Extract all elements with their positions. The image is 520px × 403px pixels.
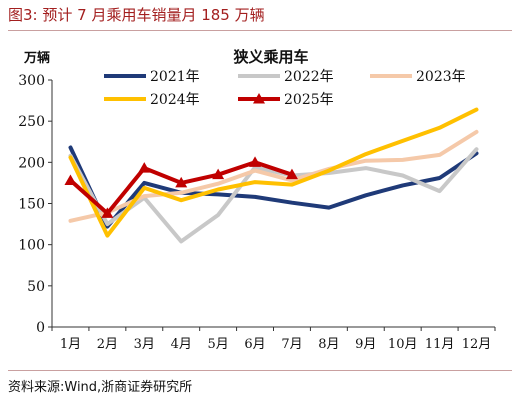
x-tick-label: 6月 <box>244 337 265 352</box>
y-tick-label: 0 <box>36 320 45 336</box>
x-tick-label: 1月 <box>60 337 81 352</box>
source-note: 资料来源:Wind,浙商证券研究所 <box>8 380 193 395</box>
series-marker-triangle <box>249 156 262 167</box>
x-tick-label: 12月 <box>462 337 492 352</box>
legend-label: 2024年 <box>150 92 200 108</box>
series-marker-triangle <box>285 168 298 180</box>
x-tick-label: 4月 <box>171 337 192 352</box>
line-chart: 万辆 狭义乘用车 0 50 100 150 200 250 300 1月 2月 3月 4月 5月 6月 7… <box>18 48 496 352</box>
series-line <box>68 147 479 244</box>
series-2024年 <box>68 107 479 238</box>
x-tick-label: 10月 <box>388 337 418 352</box>
x-tick-label: 5月 <box>207 337 228 352</box>
legend-label: 2021年 <box>150 69 200 85</box>
x-tick-label: 7月 <box>281 337 302 352</box>
y-tick-label: 250 <box>18 114 45 130</box>
series-2022年 <box>68 147 479 244</box>
y-tick-label: 150 <box>18 197 45 213</box>
x-tick-label: 8月 <box>318 337 339 352</box>
title-divider <box>8 30 512 31</box>
y-tick-label: 100 <box>18 238 45 254</box>
legend-label: 2025年 <box>284 92 334 108</box>
y-tick-label: 200 <box>18 155 45 171</box>
x-tick-label: 2月 <box>97 337 118 352</box>
series-marker-triangle <box>175 176 188 188</box>
chart-title: 狭义乘用车 <box>232 48 308 66</box>
legend-item: 2025年 <box>238 92 334 108</box>
y-tick-label: 50 <box>27 279 45 295</box>
series-line <box>68 145 479 229</box>
legend-label: 2022年 <box>284 69 334 85</box>
series-marker-triangle <box>64 174 77 185</box>
series-marker-triangle <box>138 162 151 173</box>
series-layer <box>64 107 479 244</box>
legend-item: 2023年 <box>370 69 466 85</box>
legend-item: 2024年 <box>104 92 200 108</box>
series-line <box>68 107 479 238</box>
series-marker-triangle <box>101 207 114 218</box>
axes: 0 50 100 150 200 250 300 1月 2月 3月 4月 5月 6月 7月 8月 9月 10月 1… <box>18 73 496 352</box>
series-marker-triangle <box>212 168 225 180</box>
x-tick-label: 11月 <box>425 337 455 352</box>
series-2021年 <box>68 145 479 229</box>
legend-item: 2022年 <box>238 69 334 85</box>
source-divider <box>8 370 512 371</box>
series-marker-triangle <box>253 93 265 104</box>
y-unit-label: 万辆 <box>23 50 50 66</box>
x-tick-label: 3月 <box>134 337 155 352</box>
legend-item: 2021年 <box>104 69 200 85</box>
x-tick-label: 9月 <box>355 337 376 352</box>
series-2025年 <box>64 156 298 218</box>
y-tick-label: 300 <box>18 73 45 89</box>
legend-label: 2023年 <box>416 69 466 85</box>
legend: 2021年 2022年 2023年 2024年 2025年 <box>104 69 466 108</box>
figure-title: 图3: 预计 7 月乘用车销量月 185 万辆 <box>8 6 265 24</box>
